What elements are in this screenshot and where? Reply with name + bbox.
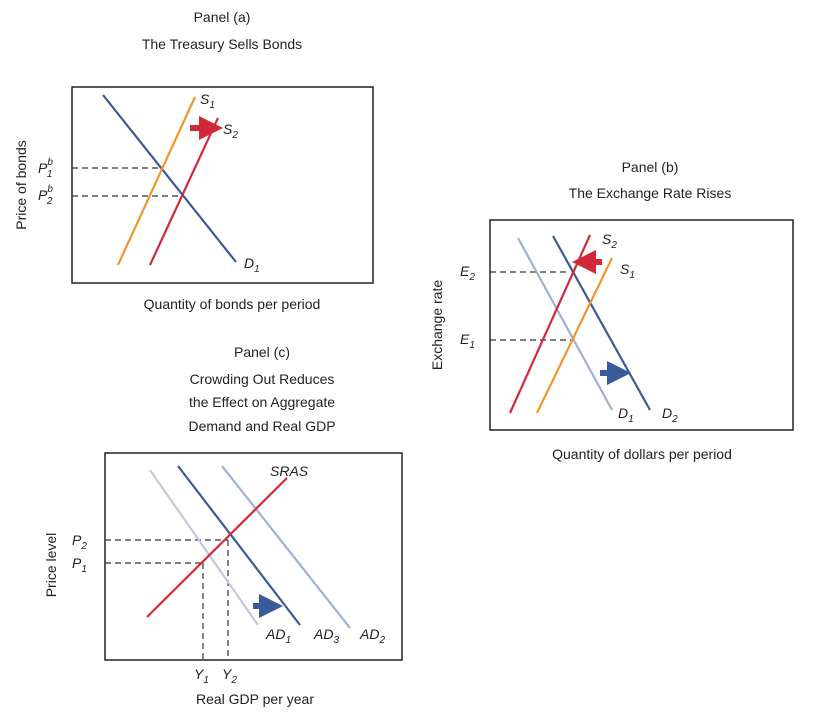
panel-title: the Effect on Aggregate [189, 394, 335, 410]
panel-c: Panel (c) Crowding Out Reduces the Effec… [43, 344, 403, 707]
curve-label: AD3 [313, 626, 339, 646]
curve-label: SRAS [270, 463, 309, 479]
curve-label: AD1 [265, 626, 291, 646]
point-label: Pb 1 [38, 157, 53, 180]
panel-a: Panel (a) The Treasury Sells Bonds Price… [13, 9, 374, 312]
curve-label: D2 [662, 405, 678, 425]
point-label: P1 [72, 555, 87, 575]
panel-title: Demand and Real GDP [188, 418, 335, 434]
demand-curve [221, 465, 351, 629]
panel-b: Panel (b) The Exchange Rate Rises Exchan… [429, 159, 794, 462]
supply-curve [117, 96, 196, 266]
panel-title: The Exchange Rate Rises [569, 185, 732, 201]
point-label: E1 [460, 331, 475, 351]
panel-title: Panel (c) [234, 344, 290, 360]
point-label: Y1 [194, 666, 209, 686]
panel-title: Panel (a) [194, 9, 251, 25]
demand-curve [552, 235, 651, 411]
point-label: E2 [460, 263, 475, 283]
supply-curve [536, 257, 613, 414]
y-axis-label: Price of bonds [13, 140, 29, 230]
panel-title: Crowding Out Reduces [190, 371, 335, 387]
curve-label: AD2 [359, 626, 385, 646]
demand-curve [102, 94, 237, 263]
x-axis-label: Quantity of bonds per period [144, 296, 321, 312]
curve-label: S1 [200, 91, 215, 111]
panel-title: Panel (b) [622, 159, 679, 175]
curve-label: S2 [602, 231, 617, 251]
plot-frame [104, 452, 403, 661]
supply-curve [149, 117, 219, 266]
y-axis-label: Price level [43, 533, 59, 598]
point-label: P2 [72, 532, 87, 552]
curve-label: S2 [223, 121, 238, 141]
plot-frame [489, 219, 794, 431]
point-label: Pb 2 [38, 184, 53, 207]
x-axis-label: Quantity of dollars per period [552, 446, 732, 462]
supply-curve [146, 477, 288, 618]
demand-curve [149, 469, 259, 626]
demand-curve [517, 237, 613, 411]
point-label: Y2 [222, 666, 237, 686]
panel-title: The Treasury Sells Bonds [142, 36, 302, 52]
x-axis-label: Real GDP per year [196, 691, 314, 707]
curve-label: D1 [618, 405, 634, 425]
y-axis-label: Exchange rate [429, 280, 445, 370]
plot-frame [71, 86, 374, 284]
curve-label: D1 [244, 255, 260, 275]
curve-label: S1 [620, 261, 635, 281]
